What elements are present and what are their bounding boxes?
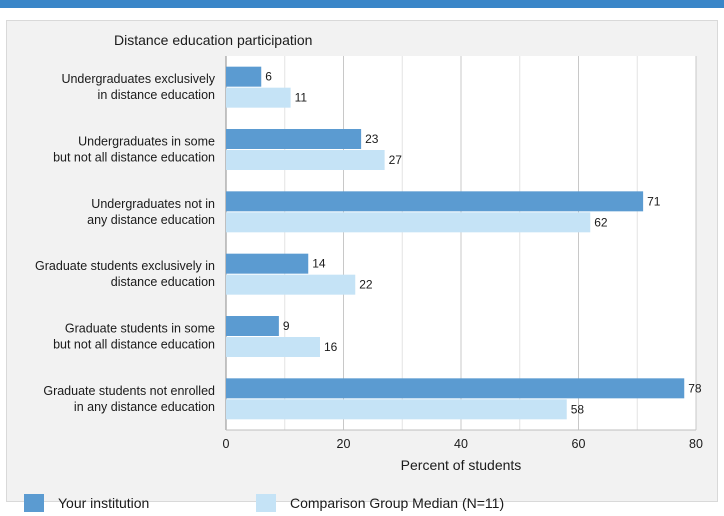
bar-your-institution [226, 129, 362, 149]
bar-comparison [226, 87, 291, 108]
bar-value-label: 16 [324, 340, 338, 354]
x-tick-label: 20 [337, 437, 351, 451]
category-label: but not all distance education [53, 338, 215, 352]
bar-value-label: 14 [312, 257, 326, 271]
bar-comparison [226, 212, 591, 233]
legend-label-comparison: Comparison Group Median (N=11) [290, 495, 505, 511]
bar-value-label: 58 [571, 402, 585, 416]
category-label: but not all distance education [53, 151, 215, 165]
bar-value-label: 11 [295, 91, 308, 105]
x-tick-label: 0 [223, 437, 230, 451]
category-label: Undergraduates exclusively [61, 72, 215, 86]
legend-item-comparison: Comparison Group Median (N=11) [256, 494, 504, 512]
bar-value-label: 71 [647, 194, 661, 208]
category-label: Undergraduates not in [91, 197, 215, 211]
category-label: in distance education [98, 88, 215, 102]
bar-your-institution [226, 253, 309, 274]
bar-your-institution [226, 378, 685, 399]
x-tick-label: 80 [689, 437, 703, 451]
chart-title: Distance education participation [114, 32, 313, 48]
category-label: in any distance education [74, 400, 215, 414]
legend-swatch-comparison [256, 494, 276, 512]
x-axis-title: Percent of students [401, 457, 522, 473]
bar-value-label: 9 [283, 319, 290, 333]
x-tick-label: 40 [454, 437, 468, 451]
legend: Your institution Comparison Group Median… [24, 494, 714, 516]
legend-item-your-institution: Your institution [24, 494, 149, 512]
bar-chart: 6 11 Undergraduates exclusively in distance… [35, 56, 703, 473]
bar-comparison [226, 399, 567, 420]
top-accent-rule [0, 0, 724, 8]
bar-comparison [226, 274, 356, 295]
category-label: Graduate students not enrolled [43, 384, 215, 398]
bar-your-institution [226, 316, 279, 336]
category-label: Graduate students in some [65, 322, 215, 336]
x-tick-label: 60 [572, 437, 586, 451]
bar-value-label: 23 [365, 132, 379, 146]
bar-comparison [226, 337, 320, 357]
bar-your-institution [226, 66, 262, 87]
legend-label-your-institution: Your institution [58, 495, 150, 511]
bar-value-label: 27 [389, 153, 403, 167]
bar-value-label: 62 [594, 215, 608, 229]
legend-swatch-your-institution [24, 494, 44, 512]
category-label: Undergraduates in some [78, 135, 215, 149]
bar-value-label: 6 [265, 70, 272, 84]
bar-value-label: 78 [688, 381, 702, 395]
category-label: distance education [111, 275, 215, 289]
category-label: any distance education [87, 213, 215, 227]
bar-value-label: 22 [359, 278, 373, 292]
category-label: Graduate students exclusively in [35, 259, 215, 273]
bar-your-institution [226, 191, 644, 212]
bar-comparison [226, 150, 385, 170]
